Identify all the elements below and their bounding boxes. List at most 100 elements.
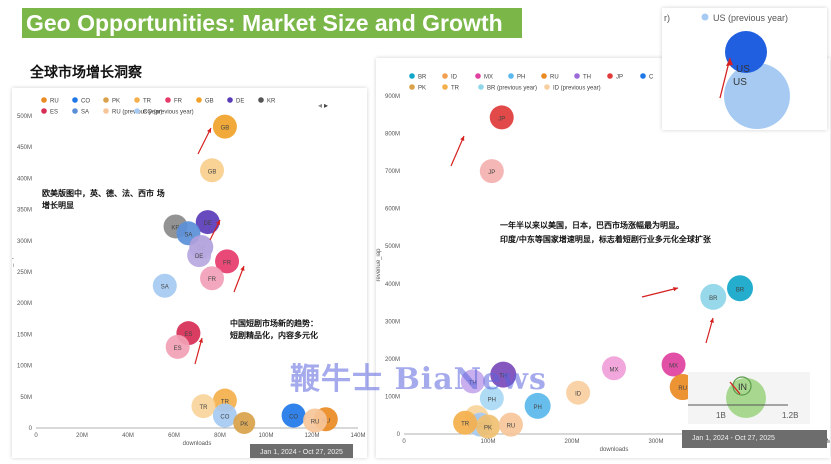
data-point-gb[interactable] [212,114,237,139]
data-point-tr[interactable] [453,410,478,435]
legend-swatch[interactable] [41,108,47,114]
point-label: FR [223,260,232,266]
left-date-range[interactable]: Jan 1, 2024 - Oct 27, 2025 [250,444,353,458]
right-date-range[interactable]: Jan 1, 2024 - Oct 27, 2025 [682,430,827,448]
data-point-co[interactable] [281,403,306,428]
data-point-co[interactable] [212,403,237,428]
legend-swatch[interactable] [475,73,481,79]
legend-swatch[interactable] [258,97,264,103]
data-point-ru[interactable] [498,412,523,437]
data-point-sa[interactable] [152,273,177,298]
data-point-th[interactable] [460,369,485,394]
legend-label: GB [205,99,214,105]
data-point-ph[interactable] [479,386,504,411]
y-axis-title: revenue_iap [376,248,382,282]
y-tick-label: 100M [385,394,400,400]
data-point-de[interactable] [195,210,220,235]
legend-swatch[interactable] [72,97,78,103]
x-tick-label: 0 [34,433,38,439]
data-point-ru[interactable] [303,408,328,433]
slide-title: Geo Opportunities: Market Size and Growt… [22,8,522,38]
point-label: TR [199,405,208,411]
data-point-pk[interactable] [233,412,256,435]
data-point-tr[interactable] [191,394,216,419]
point-label: JP [498,116,505,122]
point-label: SA [184,232,192,238]
in-growth-arrow [729,381,741,395]
y-tick-label: 150M [17,332,32,338]
legend-label: CO [81,99,90,105]
data-point-ph[interactable] [524,392,551,419]
legend-swatch[interactable] [103,97,109,103]
point-label: ID [575,392,582,398]
legend-swatch[interactable] [196,97,202,103]
y-tick-label: 450M [17,145,32,151]
legend-swatch[interactable] [41,97,47,103]
legend-swatch[interactable] [541,73,547,79]
point-label: FR [208,277,217,283]
legend-swatch[interactable] [409,73,415,79]
legend-swatch[interactable] [640,73,646,79]
data-point-br[interactable] [700,283,727,310]
annotation-china-trend: 中国短剧市场新的趋势： [230,318,318,328]
data-point-gb[interactable] [200,158,225,183]
data-point-id[interactable] [566,380,591,405]
point-label: RU [507,424,516,430]
legend-swatch[interactable] [409,84,415,90]
data-point-pk[interactable] [476,414,500,439]
legend-swatch[interactable] [544,84,550,90]
legend-swatch[interactable] [103,108,109,114]
data-point-jp[interactable] [479,159,504,184]
point-label: TR [461,422,470,428]
legend-swatch[interactable] [478,84,484,90]
x-tick-label: 120M [304,433,319,439]
data-point-br[interactable] [727,275,753,302]
data-point-th[interactable] [490,361,517,388]
us-current-bubble[interactable] [725,31,767,73]
y-tick-label: 400M [17,176,32,182]
legend-label: ID [451,75,458,81]
us-previous-bubble[interactable] [724,63,790,129]
legend-swatch[interactable] [227,97,233,103]
legend-swatch[interactable] [508,73,514,79]
point-label: RU [678,386,687,392]
us-current-label: US [736,64,750,75]
point-label: RU [311,420,320,426]
legend-swatch[interactable] [134,108,140,114]
watermark: 鞭牛士 BiaNews [290,362,547,397]
data-point-mx[interactable] [602,356,626,381]
us-legend-fragment: r) [664,13,670,23]
us-arrow-head [726,58,733,66]
legend-swatch[interactable] [442,73,448,79]
annotation-global: 一年半以来以美国，日本，巴西市场涨幅最为明显。 [500,220,684,230]
legend-label: BR (previous year) [487,86,537,92]
x-tick-label: 100M [258,433,273,439]
legend-swatch[interactable] [442,84,448,90]
data-point-fr[interactable] [200,266,225,291]
data-point-jp[interactable] [489,105,514,130]
right-scatter-chart: BR ID MX PH RU TH JP C PK TR BR (previous year) ID … [376,73,830,453]
data-point-de[interactable] [187,243,212,268]
legend-swatch[interactable] [134,97,140,103]
in-bubble[interactable] [726,378,766,418]
data-point-mx[interactable] [661,352,686,377]
data-point-fr[interactable] [215,249,240,274]
legend-label: MX [484,75,493,81]
legend-swatch[interactable] [574,73,580,79]
data-point-es[interactable] [165,334,190,359]
arrow-jp-head [460,136,465,141]
annotation-eu-growth: 欧美版图中，英、德、法、西市 场 [42,188,165,198]
legend-swatch[interactable] [607,73,613,79]
legend-swatch[interactable] [165,97,171,103]
point-label: DE [195,254,203,260]
legend-swatch[interactable] [72,108,78,114]
legend-label: PH [517,75,525,81]
x-axis-title: downloads [183,441,212,447]
point-label: TH [499,374,507,380]
arrow-br-head [673,286,678,292]
y-axis-title: revenue_iap [12,255,14,289]
x-tick-label: 300M [648,439,663,445]
legend-label: JP [616,75,623,81]
y-tick-label: 0 [397,432,401,438]
